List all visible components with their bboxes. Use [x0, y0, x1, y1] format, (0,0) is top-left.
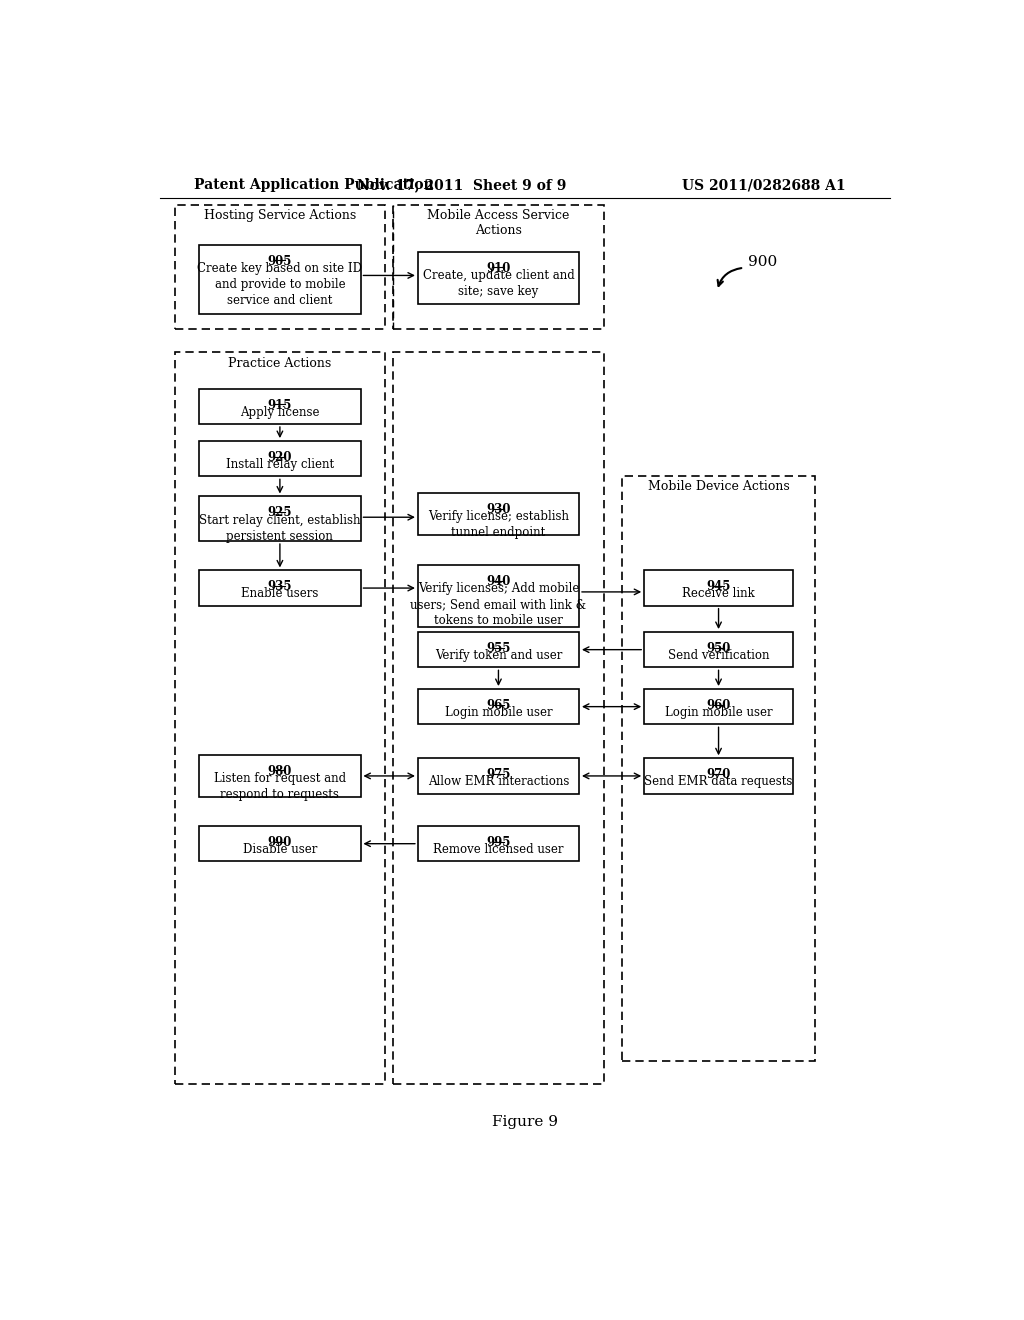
Bar	[644, 632, 793, 668]
Text: 940: 940	[486, 576, 511, 587]
Bar	[200, 244, 360, 314]
Text: 980: 980	[267, 764, 292, 777]
Text: Mobile Access Service
Actions: Mobile Access Service Actions	[427, 209, 569, 238]
Text: Create, update client and
site; save key: Create, update client and site; save key	[423, 269, 574, 298]
Text: Send EMR data requests: Send EMR data requests	[644, 775, 793, 788]
Bar	[200, 755, 360, 797]
Text: Verify licenses; Add mobile
users; Send email with link &
tokens to mobile user: Verify licenses; Add mobile users; Send …	[411, 582, 587, 627]
Text: Receive link: Receive link	[682, 587, 755, 601]
Text: Verify token and user: Verify token and user	[435, 649, 562, 663]
Bar	[174, 205, 385, 330]
Text: 990: 990	[267, 836, 292, 849]
Bar	[393, 205, 604, 330]
Bar	[418, 689, 579, 725]
Bar	[418, 632, 579, 668]
Text: Login mobile user: Login mobile user	[665, 706, 772, 719]
Bar	[174, 352, 385, 1084]
Bar	[418, 826, 579, 862]
Text: 900: 900	[748, 255, 777, 269]
Bar	[418, 252, 579, 304]
Text: 920: 920	[267, 451, 292, 465]
Text: Verify license; establish
tunnel endpoint: Verify license; establish tunnel endpoin…	[428, 510, 569, 539]
Bar	[200, 826, 360, 862]
Bar	[200, 496, 360, 541]
Text: US 2011/0282688 A1: US 2011/0282688 A1	[682, 178, 846, 193]
Bar	[418, 758, 579, 793]
Text: Allow EMR interactions: Allow EMR interactions	[428, 775, 569, 788]
Text: 905: 905	[267, 255, 292, 268]
Text: 965: 965	[486, 700, 511, 711]
Text: 995: 995	[486, 836, 511, 849]
Text: 975: 975	[486, 768, 511, 781]
Text: Remove licensed user: Remove licensed user	[433, 843, 563, 857]
Bar	[200, 441, 360, 477]
Text: Enable users: Enable users	[242, 587, 318, 601]
Text: 960: 960	[707, 700, 731, 711]
Text: Hosting Service Actions: Hosting Service Actions	[204, 209, 356, 222]
Text: Nov. 17, 2011  Sheet 9 of 9: Nov. 17, 2011 Sheet 9 of 9	[356, 178, 566, 193]
Text: Create key based on site ID
and provide to mobile
service and client: Create key based on site ID and provide …	[198, 261, 362, 306]
Bar	[644, 758, 793, 793]
Text: 950: 950	[707, 642, 731, 655]
Bar	[393, 352, 604, 1084]
Text: 955: 955	[486, 642, 511, 655]
Text: 945: 945	[707, 581, 731, 594]
Bar	[200, 570, 360, 606]
Bar	[623, 475, 815, 1061]
Text: 925: 925	[267, 507, 292, 520]
Bar	[644, 570, 793, 606]
Text: Disable user: Disable user	[243, 843, 317, 857]
Text: Send verification: Send verification	[668, 649, 769, 663]
Bar	[644, 689, 793, 725]
Text: Login mobile user: Login mobile user	[444, 706, 552, 719]
Text: 915: 915	[267, 399, 292, 412]
Text: 935: 935	[267, 581, 292, 594]
Text: Figure 9: Figure 9	[492, 1115, 558, 1130]
Bar	[200, 388, 360, 424]
Text: 930: 930	[486, 503, 511, 516]
Text: 970: 970	[707, 768, 731, 781]
Text: Install relay client: Install relay client	[226, 458, 334, 471]
Text: Listen for request and
respond to requests: Listen for request and respond to reques…	[214, 772, 346, 801]
Text: Practice Actions: Practice Actions	[228, 358, 332, 370]
Bar	[418, 565, 579, 627]
Text: 910: 910	[486, 261, 511, 275]
Bar	[418, 492, 579, 536]
Text: Apply license: Apply license	[241, 405, 319, 418]
Text: Mobile Device Actions: Mobile Device Actions	[647, 480, 790, 494]
Text: Patent Application Publication: Patent Application Publication	[194, 178, 433, 193]
Text: Start relay client, establish
persistent session: Start relay client, establish persistent…	[199, 513, 360, 543]
